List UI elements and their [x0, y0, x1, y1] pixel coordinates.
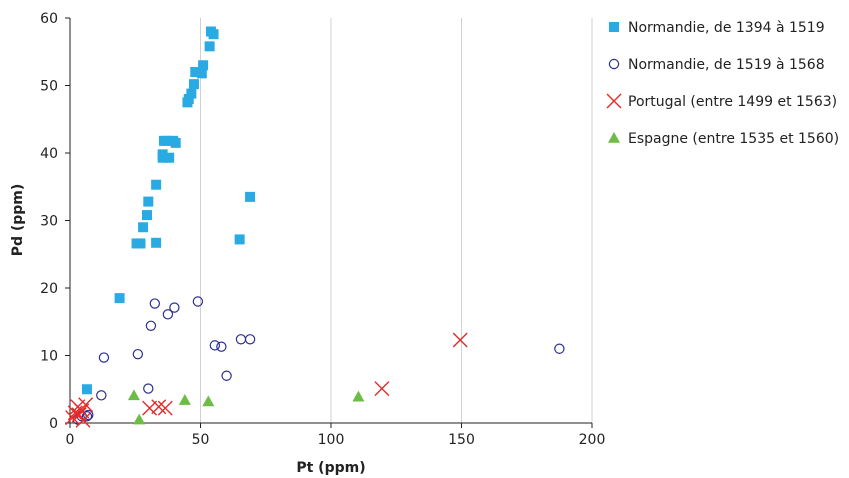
data-point [183, 94, 194, 104]
data-point [141, 210, 152, 221]
data-point [202, 395, 215, 407]
x-tick-label: 50 [192, 432, 210, 448]
data-point [192, 296, 204, 307]
data-point [151, 237, 162, 248]
data-point-stroke [142, 400, 158, 416]
data-point [143, 196, 154, 207]
legend-marker [606, 93, 622, 109]
data-points [65, 26, 565, 428]
data-point-stroke [75, 412, 91, 428]
data-point [186, 88, 197, 99]
y-axis-title: Pd (ppm) [10, 184, 26, 257]
legend-marker [609, 22, 619, 32]
data-point [138, 222, 149, 233]
data-point [374, 381, 390, 397]
legend-marker [608, 132, 620, 143]
series-1 [81, 26, 256, 395]
data-point [81, 384, 92, 395]
data-point [209, 340, 221, 351]
data-point [216, 341, 227, 352]
legend-marker [608, 58, 620, 70]
series-3 [65, 332, 468, 428]
data-point [198, 60, 209, 71]
data-point [96, 390, 107, 401]
data-point [554, 343, 565, 354]
data-point [142, 400, 158, 416]
data-point [190, 67, 201, 77]
data-point [204, 41, 215, 52]
series-4 [127, 389, 365, 425]
legend-label: Normandie, de 1519 à 1568 [628, 57, 825, 73]
data-point [157, 400, 173, 416]
data-point [169, 302, 180, 313]
y-tick-label: 40 [40, 146, 58, 162]
data-point [135, 238, 146, 249]
data-point [133, 413, 146, 425]
data-point [157, 149, 168, 160]
data-point [245, 191, 256, 202]
data-point-stroke [374, 381, 390, 397]
data-point [132, 348, 144, 360]
data-point [452, 332, 468, 348]
data-point [244, 334, 256, 345]
data-point [164, 152, 175, 163]
legend: Normandie, de 1394 à 1519 Normandie, de 1… [606, 20, 839, 147]
data-point [127, 389, 140, 401]
data-point [170, 137, 181, 148]
data-point [98, 352, 110, 363]
y-tick-labels: 0 10 20 30 40 50 60 [40, 11, 70, 432]
data-point [234, 234, 245, 245]
data-point [114, 293, 125, 304]
y-tick-label: 0 [49, 416, 58, 432]
data-point [151, 179, 162, 190]
data-point-stroke [452, 332, 468, 348]
data-point [145, 320, 157, 331]
data-point-stroke [157, 400, 173, 416]
data-point [162, 309, 174, 320]
x-tick-label: 200 [579, 432, 606, 448]
data-point [78, 397, 94, 413]
data-point [81, 411, 93, 422]
x-tick-label: 150 [448, 432, 475, 448]
data-point [143, 383, 154, 394]
x-tick-label: 100 [318, 432, 345, 448]
data-point [221, 370, 232, 381]
y-tick-label: 20 [40, 281, 58, 297]
legend-marker-stroke [606, 93, 622, 109]
legend-label: Portugal (entre 1499 et 1563) [628, 94, 837, 110]
y-tick-label: 60 [40, 11, 58, 27]
y-tick-label: 10 [40, 349, 58, 365]
data-point [178, 394, 191, 405]
data-point-stroke [78, 397, 94, 413]
legend-label: Espagne (entre 1535 et 1560) [628, 131, 839, 147]
series-2 [72, 296, 565, 425]
data-point [83, 409, 94, 421]
x-tick-labels: 0 50 100 150 200 [66, 423, 606, 448]
data-point [352, 390, 365, 402]
data-point [196, 68, 207, 79]
data-point [149, 298, 161, 309]
y-tick-label: 50 [40, 79, 58, 95]
grid-lines [200, 18, 593, 423]
data-point [208, 29, 219, 40]
data-point [188, 79, 199, 90]
data-point [75, 412, 91, 428]
y-tick-label: 30 [40, 214, 58, 230]
x-tick-label: 0 [66, 432, 75, 448]
data-point [151, 399, 167, 415]
data-point-stroke [151, 399, 167, 415]
data-point-stroke [71, 407, 87, 423]
legend-label: Normandie, de 1394 à 1519 [628, 20, 825, 36]
data-point [161, 135, 172, 146]
x-axis-title: Pt (ppm) [296, 460, 365, 476]
